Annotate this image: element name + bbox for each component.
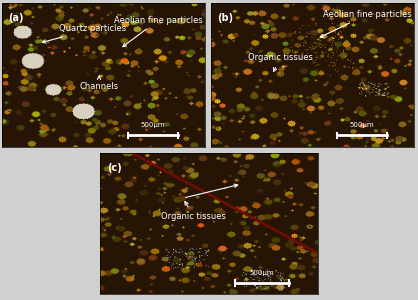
Text: Quartz particles: Quartz particles	[43, 24, 126, 43]
Text: Organic tissues: Organic tissues	[161, 202, 226, 221]
Text: 500μm: 500μm	[250, 270, 275, 276]
Text: (a): (a)	[8, 13, 24, 23]
Text: 500μm: 500μm	[141, 122, 166, 128]
Text: 500μm: 500μm	[350, 122, 375, 128]
Text: Channels: Channels	[79, 76, 118, 91]
Text: (b): (b)	[217, 13, 233, 23]
Text: Aeolian fine particles: Aeolian fine particles	[114, 16, 202, 47]
Text: Aeolian fine particles: Aeolian fine particles	[320, 10, 411, 37]
Text: (c): (c)	[107, 163, 122, 173]
Text: Organic tissues: Organic tissues	[247, 53, 313, 71]
